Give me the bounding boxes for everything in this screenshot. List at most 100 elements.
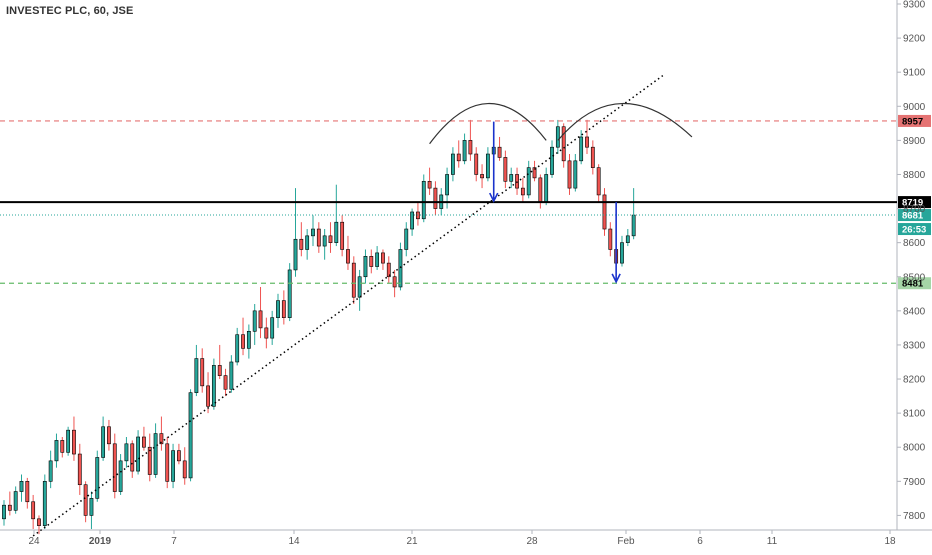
candle-body bbox=[83, 484, 88, 516]
candle-body bbox=[340, 221, 345, 250]
candle-body bbox=[468, 140, 473, 155]
candle-body bbox=[544, 174, 549, 203]
candle-body bbox=[445, 174, 449, 196]
candle-body bbox=[474, 153, 479, 175]
candle-body bbox=[386, 262, 391, 278]
candle-body bbox=[130, 443, 135, 472]
candle-body bbox=[13, 491, 18, 511]
candle-body bbox=[427, 180, 432, 189]
candle-body bbox=[392, 276, 397, 288]
candle-body bbox=[456, 153, 461, 162]
y-tick-label: 8300 bbox=[903, 340, 926, 351]
candle-body bbox=[48, 460, 53, 482]
candle-body bbox=[608, 228, 613, 250]
candle-body bbox=[293, 238, 298, 271]
candle-body bbox=[305, 235, 310, 250]
candle-body bbox=[590, 146, 595, 168]
candle-body bbox=[561, 126, 566, 162]
candle-body bbox=[217, 365, 222, 376]
candle-body bbox=[95, 457, 100, 499]
candle-body bbox=[60, 440, 65, 453]
candle-body bbox=[602, 194, 607, 230]
grid bbox=[0, 0, 932, 531]
candle-body bbox=[480, 174, 484, 179]
candle-body bbox=[7, 504, 12, 511]
x-axis: 24 2019 7 14 21 28 Feb 6 11 18 bbox=[28, 530, 896, 547]
chart-title: INVESTEC PLC, 60, JSE bbox=[6, 5, 134, 17]
x-tick-label: 18 bbox=[884, 536, 896, 547]
candle-body bbox=[276, 300, 280, 318]
candle-body bbox=[567, 160, 572, 189]
candle-body bbox=[235, 334, 240, 363]
candle-body bbox=[433, 187, 438, 209]
candle-body bbox=[252, 310, 257, 332]
candle-body bbox=[182, 460, 187, 479]
y-tick-label: 8600 bbox=[903, 238, 926, 249]
candle-body bbox=[165, 443, 170, 482]
candle-body bbox=[503, 157, 508, 182]
candle-body bbox=[264, 327, 269, 339]
x-tick-label: 7 bbox=[171, 536, 177, 547]
x-tick-label: 24 bbox=[28, 536, 40, 547]
candle-body bbox=[404, 228, 409, 250]
candle-body bbox=[177, 450, 181, 462]
candle-body bbox=[229, 361, 234, 390]
candle-body bbox=[42, 481, 47, 526]
candle-body bbox=[112, 443, 117, 492]
candle-body bbox=[206, 385, 210, 407]
candle-body bbox=[299, 238, 304, 250]
price-label-bg-current bbox=[898, 209, 931, 222]
trendline bbox=[32, 74, 664, 537]
candle-body bbox=[322, 235, 327, 247]
candle-body bbox=[311, 228, 315, 237]
candle-body bbox=[89, 498, 94, 516]
candle-body bbox=[223, 375, 228, 390]
candle-body bbox=[200, 358, 205, 387]
y-tick-label: 8000 bbox=[903, 443, 926, 454]
y-tick-label: 8700 bbox=[903, 204, 926, 215]
candle-body bbox=[351, 262, 356, 298]
candle-body bbox=[363, 255, 368, 278]
candle-body bbox=[37, 518, 41, 526]
candle-body bbox=[573, 160, 578, 189]
y-axis: 7800 7900 8000 8100 8200 8300 8400 8500 8600 8700… bbox=[897, 0, 926, 522]
candle-body bbox=[107, 426, 111, 445]
candle-body bbox=[211, 365, 216, 407]
candle-body bbox=[159, 433, 164, 445]
candle-body bbox=[357, 276, 362, 298]
candle-body bbox=[188, 392, 193, 479]
x-tick-label: 21 bbox=[406, 536, 418, 547]
annotations bbox=[32, 74, 693, 537]
candle-body bbox=[72, 429, 76, 455]
candle-body bbox=[136, 436, 140, 472]
x-tick-label: 14 bbox=[288, 536, 300, 547]
candle-body bbox=[398, 249, 403, 288]
candle-body bbox=[142, 436, 146, 448]
candle-body bbox=[287, 269, 292, 318]
candle-body bbox=[101, 426, 106, 458]
candle-body bbox=[25, 481, 30, 503]
y-tick-label: 8900 bbox=[903, 136, 926, 147]
candle-body bbox=[153, 433, 158, 475]
y-tick-label: 8400 bbox=[903, 306, 926, 317]
head-arc bbox=[429, 103, 547, 145]
price-label-bg-countdown bbox=[898, 223, 931, 236]
candle-body bbox=[509, 174, 514, 182]
candle-body bbox=[532, 167, 537, 179]
candle-body bbox=[421, 180, 426, 220]
candle-body bbox=[538, 177, 543, 203]
y-tick-label: 9300 bbox=[903, 0, 926, 11]
price-lines: 8957 8719 8681 26:53 8481 bbox=[0, 114, 931, 290]
y-tick-label: 9100 bbox=[903, 68, 926, 79]
x-tick-label: Feb bbox=[617, 536, 635, 547]
price-label-support: 8481 bbox=[902, 279, 924, 290]
candle-body bbox=[31, 501, 36, 520]
candle-body bbox=[258, 310, 263, 329]
y-tick-label: 7900 bbox=[903, 477, 926, 488]
target-arrow-head bbox=[489, 192, 499, 203]
y-tick-label: 8800 bbox=[903, 170, 926, 181]
price-label-resistance: 8957 bbox=[902, 116, 923, 127]
candle-body bbox=[118, 460, 123, 492]
